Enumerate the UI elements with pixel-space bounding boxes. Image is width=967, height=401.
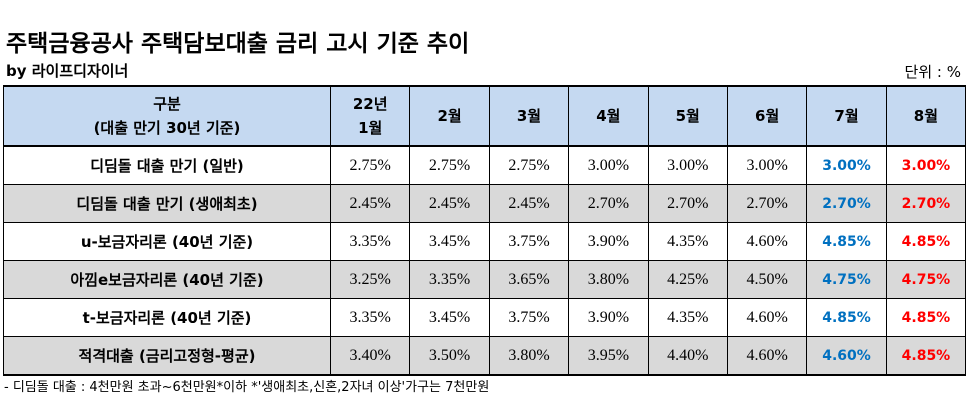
header-cell: 구분 (대출 만기 30년 기준): [3, 85, 331, 147]
header-cell: 5월: [647, 85, 728, 147]
rate-cell: 3.00%: [568, 145, 649, 185]
header-cell: 7월: [806, 85, 887, 147]
rate-cell: 4.60%: [726, 222, 808, 261]
header-text: 7월: [834, 107, 859, 125]
header-cell: 8월: [885, 85, 967, 147]
rate-cell: 3.00%: [806, 145, 887, 185]
rate-cell: 4.25%: [647, 260, 728, 299]
rate-cell: 3.90%: [568, 298, 649, 337]
header-text: 6월: [755, 107, 780, 125]
rate-cell: 4.35%: [647, 222, 728, 261]
rate-cell: 4.50%: [726, 260, 808, 299]
rate-cell: 3.45%: [409, 222, 490, 261]
rate-cell: 4.85%: [885, 336, 967, 376]
header-text: 22년: [352, 95, 388, 113]
header-cell: 2월: [409, 85, 490, 147]
rate-cell: 3.25%: [329, 260, 411, 299]
rate-cell: 3.00%: [647, 145, 728, 185]
rate-table: 구분 (대출 만기 30년 기준) 22년 1월 2월 3월 4월 5월 6월 7월 8월 디딤돌 …: [3, 85, 967, 376]
table-row: 아낌e보금자리론 (40년 기준) 3.25% 3.35% 3.65% 3.80% 4.2…: [3, 260, 967, 299]
row-label: 아낌e보금자리론 (40년 기준): [3, 260, 331, 299]
rate-cell: 2.75%: [409, 145, 490, 185]
footnote: - 디딤돌 대출 : 4천만원 초과~6천만원*이하 *'생애최초,신혼,2자녀…: [4, 380, 490, 395]
header-cell: 3월: [488, 85, 570, 147]
table-row: 디딤돌 대출 만기 (생애최초) 2.45% 2.45% 2.45% 2.70% 2.70…: [3, 184, 967, 223]
title: 주택금융공사 주택담보대출 금리 고시 기준 추이: [6, 31, 470, 57]
unit: 단위 : %: [904, 63, 961, 81]
rate-cell: 4.75%: [885, 260, 967, 299]
rate-cell: 2.70%: [568, 184, 649, 223]
rate-cell: 4.35%: [647, 298, 728, 337]
rate-cell: 3.75%: [488, 222, 570, 261]
table-row: u-보금자리론 (40년 기준) 3.35% 3.45% 3.75% 3.90% 4.35…: [3, 222, 967, 261]
rate-cell: 2.70%: [885, 184, 967, 223]
rate-cell: 3.00%: [885, 145, 967, 185]
rate-cell: 2.70%: [726, 184, 808, 223]
row-label: u-보금자리론 (40년 기준): [3, 222, 331, 261]
rate-cell: 3.90%: [568, 222, 649, 261]
header-cell: 22년 1월: [329, 85, 411, 147]
rate-cell: 3.50%: [409, 336, 490, 376]
rate-cell: 3.35%: [329, 298, 411, 337]
rate-cell: 4.85%: [806, 298, 887, 337]
table-row: 디딤돌 대출 만기 (일반) 2.75% 2.75% 2.75% 3.00% 3.00% 3…: [3, 145, 967, 185]
row-label: 디딤돌 대출 만기 (생애최초): [3, 184, 331, 223]
rate-cell: 4.60%: [806, 336, 887, 376]
header-text: 3월: [516, 107, 542, 125]
header-cell: 6월: [726, 85, 808, 147]
row-label: t-보금자리론 (40년 기준): [3, 298, 331, 337]
byline: by 라이프디자이너: [6, 62, 129, 80]
rate-cell: 4.85%: [806, 222, 887, 261]
table-body: 디딤돌 대출 만기 (일반) 2.75% 2.75% 2.75% 3.00% 3.00% 3…: [3, 145, 967, 376]
rate-cell: 2.45%: [488, 184, 570, 223]
rate-cell: 4.85%: [885, 222, 967, 261]
rate-cell: 4.85%: [885, 298, 967, 337]
rate-cell: 3.65%: [488, 260, 570, 299]
rate-cell: 2.70%: [647, 184, 728, 223]
rate-cell: 3.00%: [726, 145, 808, 185]
rate-cell: 3.45%: [409, 298, 490, 337]
rate-cell: 3.80%: [488, 336, 570, 376]
header-text: 2월: [437, 107, 462, 125]
rate-cell: 4.40%: [647, 336, 728, 376]
table-row: 적격대출 (금리고정형-평균) 3.40% 3.50% 3.80% 3.95% 4.40%…: [3, 336, 967, 376]
rate-cell: 3.35%: [329, 222, 411, 261]
header-cell: 4월: [568, 85, 649, 147]
rate-cell: 2.70%: [806, 184, 887, 223]
header-text: 1월: [358, 119, 383, 137]
rate-cell: 2.45%: [329, 184, 411, 223]
rate-cell: 4.60%: [726, 336, 808, 376]
row-label: 디딤돌 대출 만기 (일반): [3, 145, 331, 185]
rate-cell: 3.95%: [568, 336, 649, 376]
header-text: 4월: [596, 107, 621, 125]
table-row: t-보금자리론 (40년 기준) 3.35% 3.45% 3.75% 3.90% 4.35…: [3, 298, 967, 337]
rate-cell: 3.35%: [409, 260, 490, 299]
rate-cell: 3.80%: [568, 260, 649, 299]
rate-cell: 3.75%: [488, 298, 570, 337]
header-text: 5월: [675, 107, 700, 125]
rate-cell: 2.45%: [409, 184, 490, 223]
row-label: 적격대출 (금리고정형-평균): [3, 336, 331, 376]
header-text: 구분: [153, 95, 181, 113]
rate-cell: 4.60%: [726, 298, 808, 337]
rate-cell: 2.75%: [488, 145, 570, 185]
rate-cell: 2.75%: [329, 145, 411, 185]
rate-cell: 4.75%: [806, 260, 887, 299]
header-row: 구분 (대출 만기 30년 기준) 22년 1월 2월 3월 4월 5월 6월 7월 8월: [3, 85, 967, 147]
header-text: (대출 만기 30년 기준): [93, 119, 241, 137]
header-text: 8월: [913, 107, 939, 125]
rate-cell: 3.40%: [329, 336, 411, 376]
